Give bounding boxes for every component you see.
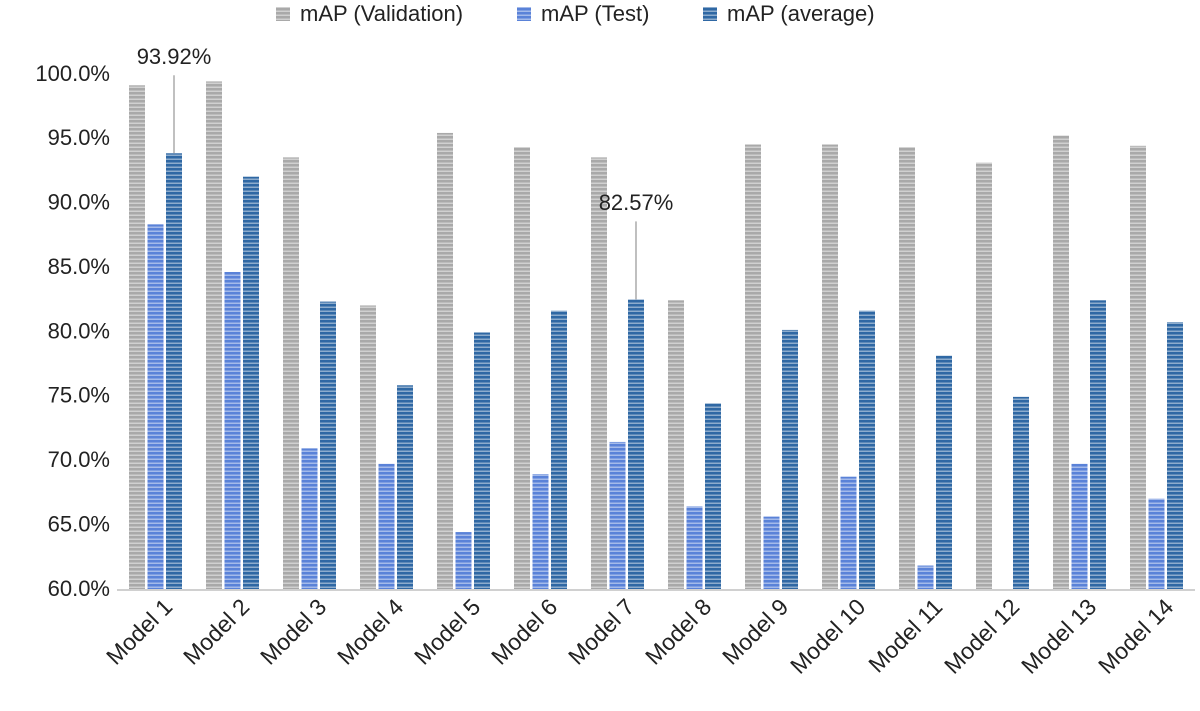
bar [859,310,875,590]
bar [1130,145,1146,590]
bar [474,332,490,590]
x-tick-label: Model 4 [332,593,408,669]
bar [976,162,992,591]
bar [224,271,241,590]
bar [917,565,934,590]
bar [397,385,413,590]
x-tick-label: Model 11 [863,593,947,677]
x-tick-label: Model 13 [1016,593,1101,678]
x-tick-label: Model 5 [409,593,485,669]
bar [822,144,838,590]
x-tick-label: Model 2 [178,593,254,669]
data-label: 93.92% [137,44,212,69]
y-tick-label: 75.0% [48,383,110,408]
y-tick-label: 95.0% [48,125,110,150]
bar [1167,322,1183,590]
bar [745,144,761,590]
bar [283,157,299,590]
bar [840,476,857,590]
y-tick-label: 60.0% [48,576,110,601]
bar [320,301,336,590]
y-tick-label: 70.0% [48,447,110,472]
x-tick-label: Model 9 [717,593,793,669]
x-tick-label: Model 7 [563,593,639,669]
bar [628,299,644,590]
bar [455,532,472,590]
bar [301,448,318,590]
bar [1053,135,1069,590]
bar [243,176,259,590]
bar [686,506,703,590]
legend-swatch [276,7,290,21]
bar [936,355,952,590]
x-tick-label: Model 3 [255,593,331,669]
y-tick-label: 65.0% [48,511,110,536]
bar [378,463,395,590]
y-tick-label: 80.0% [48,318,110,343]
bar [1090,300,1106,590]
bar [147,224,164,590]
legend-label: mAP (average) [727,1,875,26]
bar [129,85,145,591]
bar [1071,463,1088,590]
bar [591,157,607,590]
legend-swatch [517,7,531,21]
x-tick-label: Model 6 [486,593,562,669]
legend-label: mAP (Validation) [300,1,463,26]
x-tick-label: Model 12 [939,593,1024,678]
bar [166,153,182,590]
bar [1148,498,1165,590]
bar [437,132,453,590]
bar [1013,396,1029,590]
bar [360,305,376,590]
legend-swatch [703,7,717,21]
bar [763,516,780,590]
y-tick-label: 85.0% [48,254,110,279]
bar [532,474,549,590]
bar [206,81,222,590]
bar [782,329,798,590]
legend-label: mAP (Test) [541,1,649,26]
data-label: 82.57% [599,190,674,215]
y-tick-label: 90.0% [48,190,110,215]
bar [551,310,567,590]
x-tick-label: Model 8 [640,593,716,669]
bar [705,403,721,590]
x-tick-label: Model 10 [785,593,870,678]
bar [899,147,915,590]
bar [609,441,626,590]
x-tick-label: Model 1 [101,593,177,669]
y-tick-label: 100.0% [35,61,110,86]
bar [668,300,684,590]
x-tick-label: Model 14 [1093,593,1178,678]
bar [514,147,530,590]
